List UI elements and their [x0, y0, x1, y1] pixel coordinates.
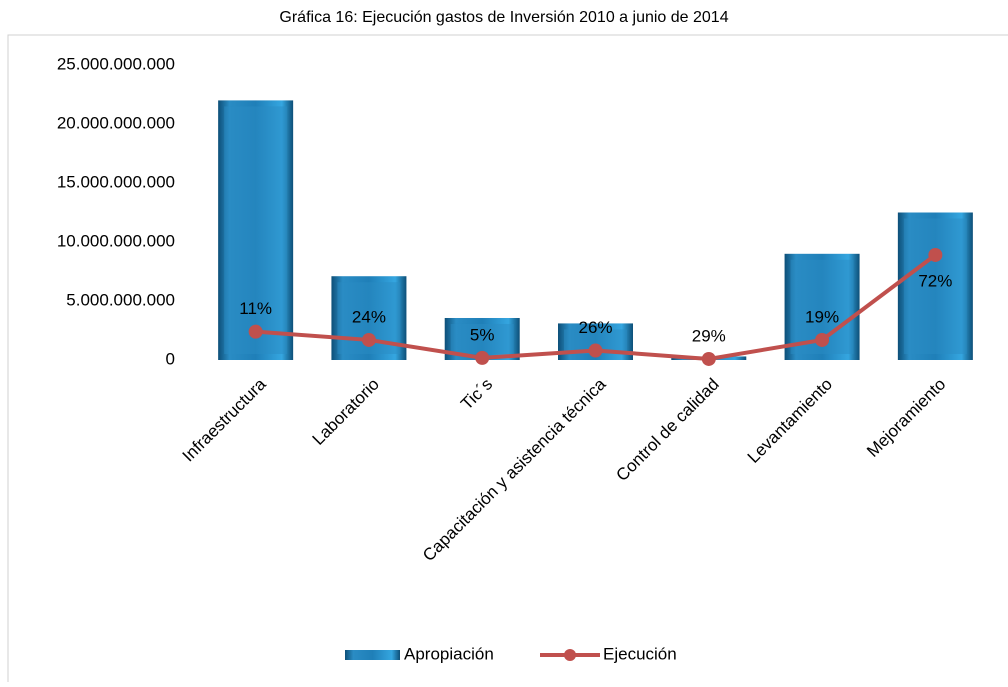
- legend-label: Apropiación: [404, 644, 494, 663]
- bar-bevel: [450, 323, 514, 354]
- bar-bevel: [224, 106, 288, 355]
- line-marker: [928, 247, 943, 262]
- x-tick-label: Capacitación y asistencia técnica: [419, 374, 610, 565]
- bar-bevel: [903, 218, 967, 354]
- x-tick-group: Laboratorio: [309, 375, 383, 449]
- x-tick-label: Control de calidad: [612, 375, 722, 485]
- x-tick-group: Control de calidad: [612, 375, 722, 485]
- x-tick-group: Capacitación y asistencia técnica: [419, 374, 610, 565]
- data-label: 72%: [918, 271, 952, 290]
- x-tick-group: Levantamiento: [744, 375, 836, 467]
- line-marker: [361, 332, 376, 347]
- line-marker: [815, 332, 830, 347]
- chart-title: Gráfica 16: Ejecución gastos de Inversió…: [279, 9, 728, 26]
- y-tick-label: 20.000.000.000: [57, 113, 175, 132]
- y-tick-label: 0: [166, 349, 175, 368]
- x-tick-label: Infraestructura: [179, 374, 270, 465]
- data-label: 26%: [578, 318, 612, 337]
- y-tick-label: 25.000.000.000: [57, 54, 175, 73]
- line-marker: [588, 343, 603, 358]
- x-tick-label: Mejoramiento: [863, 375, 949, 461]
- line-marker: [248, 324, 263, 339]
- y-tick-label: 10.000.000.000: [57, 231, 175, 250]
- data-label: 24%: [352, 307, 386, 326]
- x-tick-label: Tic´s: [457, 375, 496, 414]
- legend-swatch: [345, 650, 400, 660]
- line-marker: [701, 351, 716, 366]
- data-label: 5%: [470, 325, 495, 344]
- data-label: 11%: [239, 299, 272, 318]
- data-label: 29%: [692, 326, 726, 345]
- y-tick-label: 15.000.000.000: [57, 172, 175, 191]
- legend-label: Ejecución: [603, 644, 677, 663]
- x-tick-group: Infraestructura: [179, 374, 270, 465]
- data-label: 19%: [805, 307, 839, 326]
- chart-border: [7, 34, 1008, 682]
- y-tick-label: 5.000.000.000: [66, 290, 175, 309]
- x-tick-label: Levantamiento: [744, 375, 836, 467]
- x-tick-group: Tic´s: [457, 375, 496, 414]
- legend-marker: [564, 649, 576, 661]
- x-tick-group: Mejoramiento: [863, 375, 949, 461]
- line-marker: [475, 350, 490, 365]
- x-tick-label: Laboratorio: [309, 375, 383, 449]
